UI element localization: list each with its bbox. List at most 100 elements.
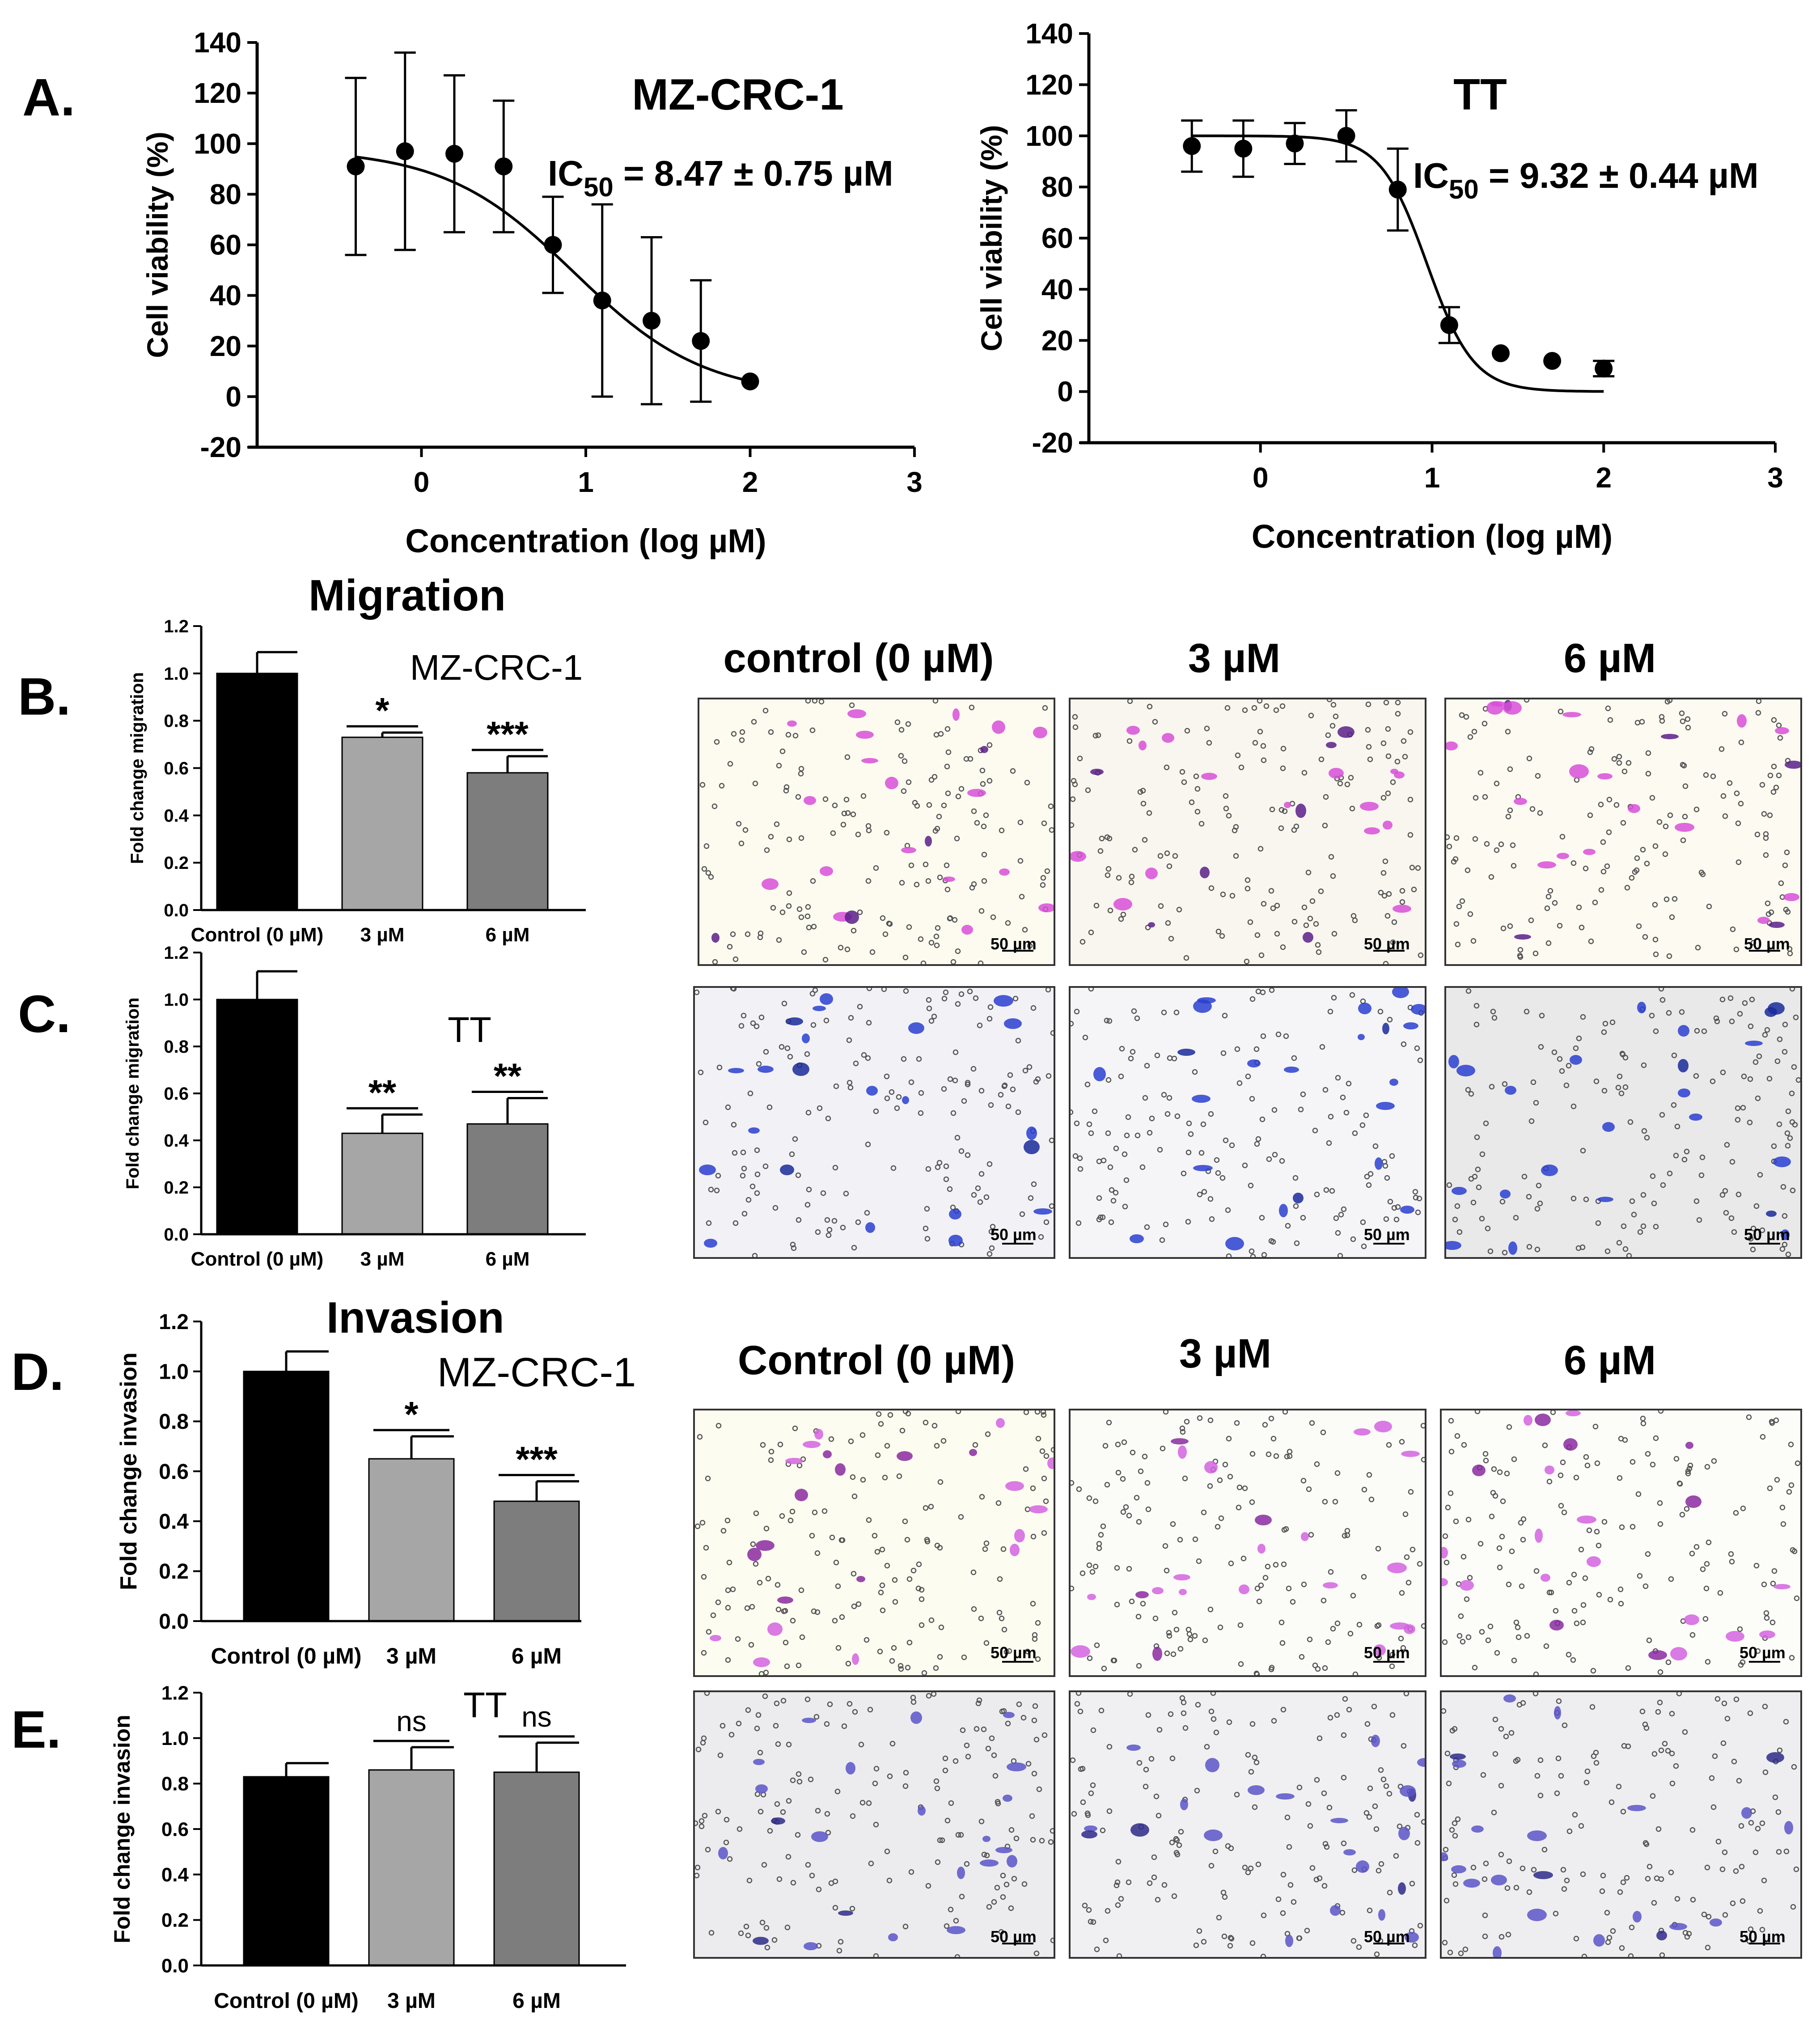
membrane-pore: [1164, 1111, 1171, 1117]
membrane-pore: [1333, 713, 1339, 720]
membrane-pore: [944, 886, 951, 893]
chart-title: TT: [448, 1010, 491, 1050]
stained-cell: [1201, 773, 1217, 780]
membrane-pore: [735, 1636, 741, 1642]
membrane-pore: [1071, 1585, 1075, 1592]
membrane-pore: [1352, 917, 1358, 923]
panel-letter-b: B.: [18, 667, 71, 726]
membrane-pore: [1479, 1629, 1485, 1635]
membrane-pore: [986, 1016, 993, 1022]
stained-cell: [1514, 798, 1527, 805]
membrane-pore: [1300, 1215, 1306, 1221]
membrane-pore: [980, 781, 986, 787]
membrane-pore: [706, 1629, 712, 1635]
membrane-pore: [1763, 852, 1769, 858]
membrane-pore: [1401, 1041, 1407, 1047]
stained-cell: [1741, 1807, 1752, 1819]
membrane-pore: [1767, 812, 1773, 818]
membrane-pore: [1685, 1468, 1691, 1474]
bar: [243, 1371, 330, 1622]
micrograph-b-6um: [1444, 698, 1802, 966]
membrane-pore: [1444, 1750, 1451, 1757]
x-tick-label: 1: [578, 466, 594, 498]
panel-letter-c: C.: [18, 985, 71, 1044]
membrane-pore: [1496, 1545, 1503, 1551]
membrane-pore: [1383, 699, 1389, 706]
membrane-pore: [1443, 1846, 1449, 1853]
membrane-pore: [1622, 1084, 1629, 1090]
membrane-pore: [906, 924, 912, 930]
membrane-pore: [872, 1780, 878, 1787]
membrane-pore: [1159, 1237, 1165, 1243]
membrane-pore: [1714, 1018, 1720, 1025]
stained-cell: [856, 731, 874, 739]
membrane-pore: [1144, 1224, 1150, 1230]
stained-cell: [918, 1806, 926, 1816]
membrane-pore: [1382, 858, 1388, 864]
membrane-pore: [1380, 1776, 1387, 1783]
membrane-pore: [1382, 1163, 1388, 1169]
membrane-pore: [1657, 1699, 1663, 1706]
membrane-pore: [1446, 1780, 1452, 1787]
membrane-pore: [739, 729, 745, 735]
membrane-pore: [1780, 1184, 1786, 1190]
membrane-pore: [1768, 909, 1774, 915]
membrane-pore: [1343, 1110, 1350, 1116]
membrane-pore: [1210, 1692, 1216, 1696]
membrane-pore: [1397, 1823, 1403, 1829]
membrane-pore: [1366, 1182, 1372, 1188]
membrane-pore: [1749, 996, 1755, 1003]
membrane-pore: [865, 1055, 871, 1061]
significance-label: ***: [516, 1439, 558, 1479]
membrane-pore: [1753, 1563, 1760, 1569]
membrane-pore: [790, 1241, 796, 1248]
stained-cell: [1360, 802, 1379, 811]
stained-cell: [1148, 922, 1155, 927]
membrane-pore: [1075, 1220, 1082, 1226]
membrane-pore: [814, 1550, 821, 1556]
membrane-pore: [1619, 1524, 1625, 1530]
membrane-pore: [1650, 1173, 1656, 1179]
membrane-pore: [1110, 1657, 1117, 1664]
membrane-pore: [851, 927, 857, 934]
membrane-pore: [743, 1923, 749, 1930]
membrane-pore: [1249, 1499, 1255, 1505]
membrane-pore: [1389, 1652, 1396, 1658]
membrane-pore: [1347, 1630, 1354, 1637]
membrane-pore: [959, 1893, 965, 1900]
stained-cell: [1200, 867, 1210, 878]
membrane-pore: [1558, 708, 1564, 715]
stained-cell: [1126, 1745, 1141, 1751]
membrane-pore: [1144, 1480, 1151, 1486]
membrane-pore: [715, 1173, 721, 1179]
membrane-pore: [1194, 786, 1201, 792]
stained-cell: [792, 1063, 809, 1076]
membrane-pore: [1266, 1156, 1272, 1162]
membrane-pore: [1710, 1078, 1716, 1084]
membrane-pore: [1664, 699, 1671, 705]
membrane-pore: [853, 1060, 859, 1067]
membrane-pore: [865, 878, 872, 884]
membrane-pore: [1126, 738, 1133, 744]
membrane-pore: [1401, 1743, 1407, 1749]
membrane-pore: [1533, 1568, 1540, 1574]
membrane-pore: [1035, 1436, 1041, 1442]
membrane-pore: [805, 699, 811, 704]
membrane-pore: [1673, 1152, 1679, 1159]
membrane-pore: [1622, 1054, 1629, 1061]
membrane-pore: [1458, 1950, 1464, 1956]
membrane-pore: [1417, 1923, 1423, 1929]
membrane-pore: [1465, 1516, 1472, 1523]
membrane-pore: [1645, 1451, 1651, 1457]
stained-cell: [1597, 773, 1613, 779]
membrane-pore: [958, 1514, 964, 1520]
membrane-pore: [1049, 1203, 1054, 1209]
stained-cell: [1781, 1229, 1790, 1240]
chart-title: MZ-CRC-1: [410, 648, 583, 687]
membrane-pore: [1252, 1754, 1258, 1761]
membrane-pore: [1114, 1879, 1121, 1885]
membrane-pore: [988, 1102, 994, 1108]
membrane-pore: [1748, 1023, 1754, 1029]
membrane-pore: [1703, 1585, 1710, 1592]
membrane-pore: [1280, 745, 1287, 752]
